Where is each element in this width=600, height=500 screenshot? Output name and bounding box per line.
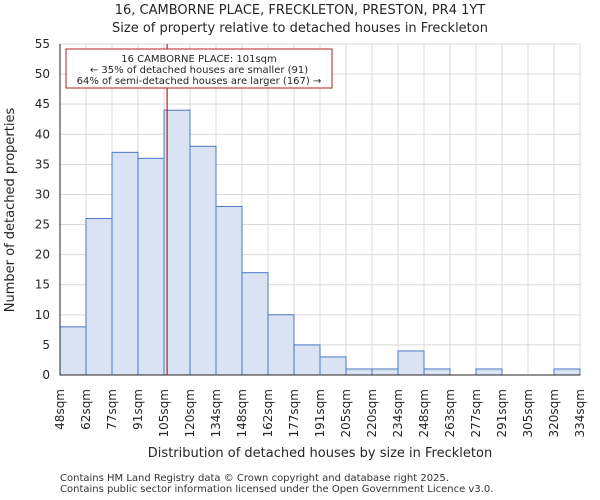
x-tick-label: 48sqm bbox=[53, 389, 67, 430]
y-tick-label: 30 bbox=[35, 187, 50, 201]
bar bbox=[397, 350, 425, 376]
bar bbox=[111, 151, 139, 376]
bar bbox=[371, 368, 399, 376]
bar bbox=[189, 145, 217, 376]
footer-line-1: Contains HM Land Registry data © Crown c… bbox=[60, 473, 449, 484]
bar bbox=[423, 368, 451, 376]
x-axis-label: Distribution of detached houses by size … bbox=[148, 446, 492, 461]
annotation-line: 64% of semi-detached houses are larger (… bbox=[77, 76, 322, 87]
annotation-box bbox=[65, 48, 333, 89]
x-tick-label: 91sqm bbox=[131, 389, 145, 430]
y-tick-label: 45 bbox=[35, 97, 50, 111]
x-tick-label: 148sqm bbox=[235, 389, 249, 437]
x-tick-label: 220sqm bbox=[365, 389, 379, 437]
property-marker: 16 CAMBORNE PLACE: 101sqm← 35% of detach… bbox=[65, 44, 333, 375]
bar bbox=[137, 157, 165, 376]
y-tick-label: 25 bbox=[35, 218, 50, 232]
footer-line-2: Contains public sector information licen… bbox=[60, 484, 494, 495]
x-tick-label: 320sqm bbox=[547, 389, 561, 437]
bar bbox=[267, 314, 295, 376]
y-axis-label: Number of detached properties bbox=[3, 108, 18, 313]
bar bbox=[319, 356, 347, 376]
y-tick-label: 5 bbox=[42, 338, 50, 352]
annotation-line: ← 35% of detached houses are smaller (91… bbox=[90, 65, 308, 76]
bar bbox=[85, 218, 113, 376]
bar bbox=[215, 205, 243, 376]
x-tick-label: 120sqm bbox=[183, 389, 197, 437]
x-tick-label: 191sqm bbox=[313, 389, 327, 437]
bar bbox=[345, 368, 373, 376]
chart-subtitle: Size of property relative to detached ho… bbox=[112, 21, 488, 36]
x-tick-label: 177sqm bbox=[287, 389, 301, 437]
x-tick-label: 205sqm bbox=[339, 389, 353, 437]
y-ticks: 0 5 10 15 20 25 30 35 40 45 50 55 bbox=[35, 37, 50, 382]
x-tick-label: 234sqm bbox=[391, 389, 405, 437]
y-tick-label: 55 bbox=[35, 37, 50, 51]
bars bbox=[59, 109, 581, 376]
annotation-line: 16 CAMBORNE PLACE: 101sqm bbox=[121, 54, 277, 65]
x-tick-label: 77sqm bbox=[105, 389, 119, 430]
chart-title: 16, CAMBORNE PLACE, FRECKLETON, PRESTON,… bbox=[114, 3, 486, 18]
y-tick-label: 35 bbox=[35, 157, 50, 171]
x-tick-label: 162sqm bbox=[261, 389, 275, 437]
x-tick-label: 134sqm bbox=[209, 389, 223, 437]
bar bbox=[553, 368, 581, 376]
x-tick-label: 277sqm bbox=[469, 389, 483, 437]
y-tick-label: 20 bbox=[35, 248, 50, 262]
y-tick-label: 0 bbox=[42, 368, 50, 382]
bar bbox=[475, 368, 503, 376]
bar bbox=[59, 326, 87, 376]
bar bbox=[293, 344, 321, 376]
x-tick-label: 62sqm bbox=[79, 389, 93, 430]
axes bbox=[59, 44, 580, 376]
y-tick-label: 10 bbox=[35, 308, 50, 322]
x-tick-label: 263sqm bbox=[443, 389, 457, 437]
y-tick-label: 50 bbox=[35, 67, 50, 81]
x-tick-label: 291sqm bbox=[495, 389, 509, 437]
y-tick-label: 40 bbox=[35, 127, 50, 141]
y-tick-label: 15 bbox=[35, 278, 50, 292]
x-ticks: 48sqm 62sqm 77sqm 91sqm 105sqm 120sqm 134sqm 14… bbox=[53, 389, 587, 437]
x-tick-label: 248sqm bbox=[417, 389, 431, 437]
bar bbox=[241, 272, 269, 376]
x-tick-label: 305sqm bbox=[521, 389, 535, 437]
bar bbox=[163, 109, 191, 376]
x-tick-label: 105sqm bbox=[157, 389, 171, 437]
x-tick-label: 334sqm bbox=[573, 389, 587, 437]
